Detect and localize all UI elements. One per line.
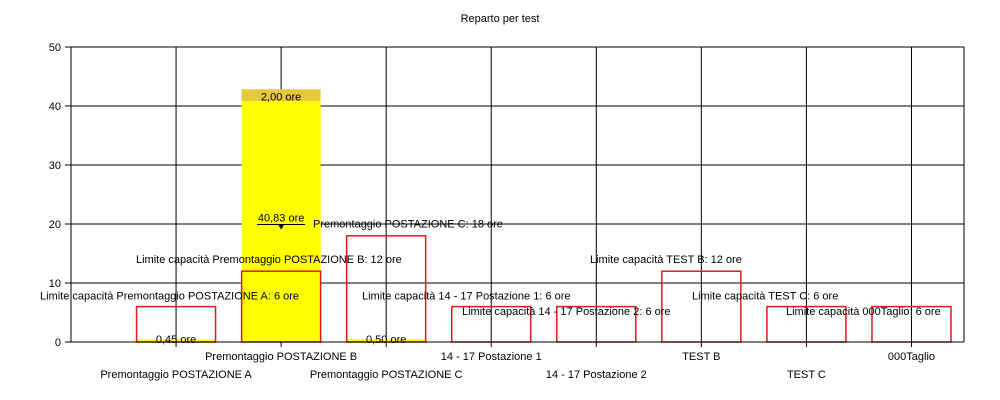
capacity-label: Limite capacità 14 - 17 Postazione 2: 6 …	[462, 306, 671, 318]
capacity-label: Limite capacità TEST B: 12 ore	[590, 254, 742, 266]
capacity-label: Limite capacità 000Taglio: 6 ore	[786, 306, 941, 318]
bar-segment	[136, 339, 216, 342]
capacity-label: Limite capacità 14 - 17 Postazione 1: 6 …	[362, 291, 571, 303]
x-tick-label: 14 - 17 Postazione 1	[441, 351, 542, 363]
capacity-label: Limite capacità Premontaggio POSTAZIONE …	[136, 254, 402, 266]
x-tick-label: Premontaggio POSTAZIONE B	[205, 351, 357, 363]
y-tick-label: 30	[49, 160, 61, 172]
x-tick-label: TEST B	[682, 351, 720, 363]
bar-segment	[346, 339, 426, 342]
x-tick-label: 000Taglio	[888, 351, 935, 363]
bar-value-label: 0,45 ore	[156, 334, 196, 346]
grid	[71, 46, 965, 342]
bar-segment-top	[241, 89, 321, 102]
axes: 0 10 20 30 40 50 Premontaggio POSTAZIONE A Prem…	[49, 42, 964, 381]
bar-value-label: 2,00 ore	[261, 91, 301, 103]
x-tick-label: Premontaggio POSTAZIONE C	[310, 369, 463, 381]
y-tick-label: 40	[49, 101, 61, 113]
capacity-label: Limite capacità Premontaggio POSTAZIONE …	[40, 291, 299, 303]
bar-value-label: 0,50 ore	[366, 334, 406, 346]
bar-value-label: 40,83 ore	[258, 213, 304, 225]
y-tick-label: 50	[49, 42, 61, 54]
capacity-label: Premontaggio POSTAZIONE C: 18 ore	[313, 219, 503, 231]
bars	[136, 89, 426, 342]
bar-segment	[241, 101, 321, 342]
x-tick-label: 14 - 17 Postazione 2	[546, 369, 647, 381]
capacity-label: Limite capacità TEST C: 6 ore	[692, 291, 838, 303]
x-tick-label: TEST C	[787, 369, 826, 381]
y-tick-label: 20	[49, 219, 61, 231]
y-tick-label: 10	[49, 278, 61, 290]
y-tick-label: 0	[55, 337, 61, 349]
data-labels: 0,45 ore 40,83 ore 2,00 ore 0,50 ore Limite …	[40, 91, 941, 346]
chart-title: Reparto per test	[461, 13, 540, 25]
label-marker	[278, 224, 285, 230]
x-tick-label: Premontaggio POSTAZIONE A	[100, 369, 252, 381]
